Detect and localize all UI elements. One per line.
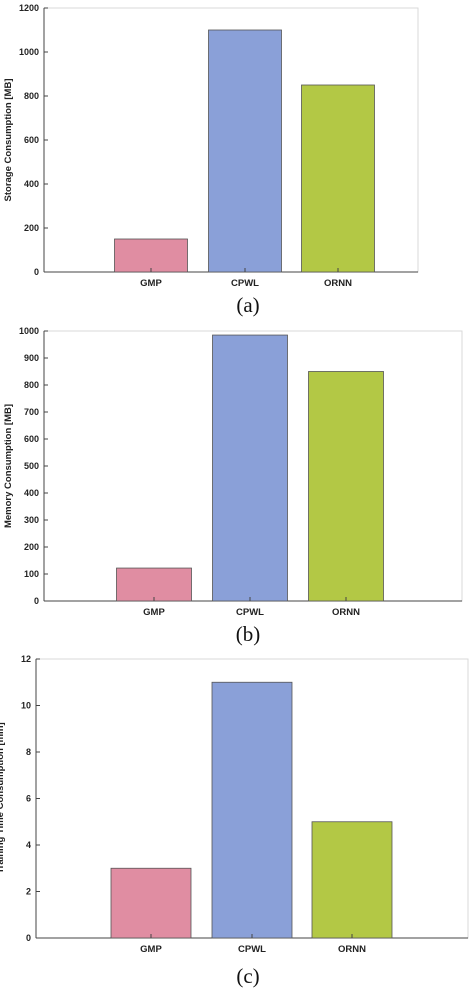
y-tick-label: 0: [26, 933, 31, 943]
x-tick-label-ornn: ORNN: [338, 944, 366, 955]
x-tick-label-gmp: GMP: [143, 607, 165, 618]
y-tick-label: 500: [24, 461, 39, 471]
x-tick-label-cpwl: CPWL: [238, 944, 266, 955]
chart-panel-1: 0 200 400 600 800 1000 1200 GMP CPWL ORNN Storage …: [3, 3, 419, 317]
y-tick-label: 700: [24, 407, 39, 417]
x-tick-label-ornn: ORNN: [324, 278, 352, 289]
y-tick-label: 1000: [19, 326, 39, 336]
y-tick-label: 200: [24, 223, 39, 233]
bar-ornn: [301, 84, 375, 273]
chart-panel-2: 0 100 200 300 400 500 600 700 800 900 1000 GMP CPWL O…: [3, 326, 463, 646]
x-tick-label-cpwl: CPWL: [231, 278, 259, 289]
bar-ornn: [311, 821, 393, 939]
y-tick-label: 800: [24, 91, 39, 101]
panel-caption: (a): [236, 293, 259, 317]
chart-panel-3: 0 2 4 6 8 10 12 GMP CPWL ORNN Training Time Consum…: [0, 654, 469, 988]
x-tick-label-gmp: GMP: [140, 278, 162, 289]
y-tick-label: 900: [24, 353, 39, 363]
panel-caption: (c): [236, 964, 259, 988]
x-tick-label-ornn: ORNN: [332, 607, 360, 618]
y-tick-label: 1200: [19, 3, 39, 13]
y-tick-label: 600: [24, 434, 39, 444]
y-tick-label: 1000: [19, 47, 39, 57]
bar-gmp: [110, 867, 192, 939]
y-tick-label: 300: [24, 515, 39, 525]
y-axis-label: Storage Consumption [MB]: [3, 79, 14, 202]
y-tick-label: 8: [26, 747, 31, 757]
bar-cpwl: [211, 681, 293, 939]
y-tick-label: 6: [26, 794, 31, 804]
bar-cpwl: [208, 29, 282, 273]
y-tick-label: 100: [24, 569, 39, 579]
bar-cpwl: [212, 334, 288, 602]
x-tick-label-gmp: GMP: [140, 944, 162, 955]
y-tick-label: 12: [21, 654, 31, 664]
bar-ornn: [308, 371, 384, 602]
y-tick-label: 400: [24, 488, 39, 498]
y-axis-label: Training Time Consumption [min]: [0, 722, 6, 873]
bar-gmp: [116, 567, 192, 602]
y-tick-label: 800: [24, 380, 39, 390]
x-tick-label-cpwl: CPWL: [236, 607, 264, 618]
y-tick-label: 200: [24, 542, 39, 552]
y-tick-label: 10: [21, 701, 31, 711]
bar-gmp: [114, 238, 188, 273]
y-tick-label: 0: [34, 267, 39, 277]
y-tick-label: 600: [24, 135, 39, 145]
y-tick-label: 2: [26, 887, 31, 897]
y-tick-label: 400: [24, 179, 39, 189]
y-tick-label: 0: [34, 596, 39, 606]
panel-caption: (b): [236, 622, 261, 646]
y-tick-label: 4: [26, 840, 31, 850]
y-axis-label: Memory Consumption [MB]: [3, 404, 14, 528]
